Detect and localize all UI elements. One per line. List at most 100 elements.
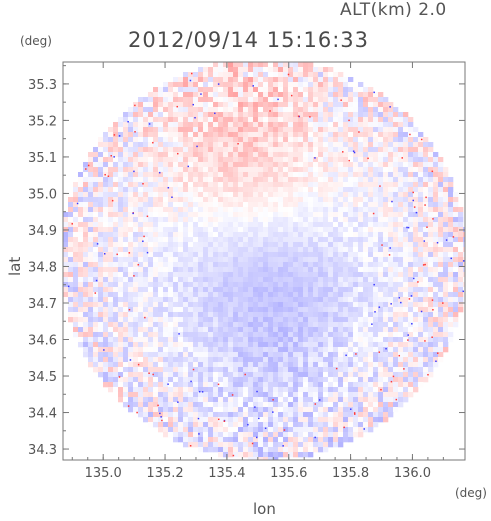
heat-cell: [153, 137, 159, 143]
heat-cell: [158, 262, 164, 268]
heat-cell: [83, 297, 89, 303]
heat-cell: [163, 337, 169, 343]
heat-cell: [323, 82, 329, 88]
heat-cell: [348, 247, 354, 253]
heat-cell: [378, 237, 384, 243]
heat-cell: [183, 327, 189, 333]
heat-cell: [123, 212, 129, 218]
heat-cell: [248, 97, 254, 103]
heat-cell: [148, 182, 154, 188]
heat-cell: [213, 307, 219, 313]
heat-cell: [138, 157, 144, 163]
heat-cell: [268, 362, 274, 368]
heat-cell: [108, 272, 114, 278]
heat-cell: [393, 382, 399, 388]
heat-cell: [263, 407, 269, 413]
heat-cell: [203, 362, 209, 368]
heat-cell: [188, 367, 194, 373]
heat-cell: [298, 87, 304, 93]
heat-cell: [373, 147, 379, 153]
heat-cell: [373, 292, 379, 298]
heat-cell: [173, 362, 179, 368]
heat-cell: [193, 387, 199, 393]
heat-cell: [453, 217, 459, 223]
heat-cell: [108, 182, 114, 188]
heat-cell: [328, 172, 334, 178]
heat-cell: [243, 87, 249, 93]
heat-cell: [223, 62, 229, 68]
heat-cell: [233, 317, 239, 323]
heat-cell: [358, 272, 364, 278]
heat-cell: [123, 342, 129, 348]
heat-cell: [258, 367, 264, 373]
heat-cell: [418, 287, 424, 293]
heat-cell: [188, 182, 194, 188]
heat-cell: [313, 407, 319, 413]
heat-cell: [253, 247, 259, 253]
heat-cell: [338, 302, 344, 308]
heat-cell: [298, 77, 304, 83]
heat-cell: [463, 232, 465, 238]
heat-cell: [158, 242, 164, 248]
heat-cell: [388, 362, 394, 368]
heat-cell: [453, 282, 459, 288]
heat-cell: [113, 322, 119, 328]
heat-cell: [303, 82, 309, 88]
heat-cell: [373, 132, 379, 138]
heat-cell: [358, 407, 364, 413]
heat-cell: [293, 282, 299, 288]
heat-cell: [198, 357, 204, 363]
heat-cell: [353, 197, 359, 203]
heat-cell: [383, 347, 389, 353]
heat-cell: [343, 177, 349, 183]
heat-cell: [373, 262, 379, 268]
heat-cell: [338, 82, 344, 88]
heat-cell: [293, 317, 299, 323]
heat-cell: [413, 182, 419, 188]
heat-cell: [98, 267, 104, 273]
heat-cell: [423, 287, 429, 293]
heat-cell: [448, 197, 454, 203]
heat-cell: [123, 132, 129, 138]
heat-cell: [208, 377, 214, 383]
heat-cell: [463, 277, 465, 283]
heat-cell: [233, 252, 239, 258]
heat-cell: [263, 252, 269, 258]
heat-cell: [253, 157, 259, 163]
heat-cell: [128, 302, 134, 308]
heat-cell: [268, 297, 274, 303]
heat-cell: [283, 307, 289, 313]
heat-cell: [328, 152, 334, 158]
heat-cell: [198, 87, 204, 93]
heat-cell: [178, 142, 184, 148]
heat-cell: [293, 77, 299, 83]
heat-cell: [343, 287, 349, 293]
heat-cell: [438, 197, 444, 203]
heat-cell: [143, 287, 149, 293]
heat-cell: [133, 127, 139, 133]
heat-cell: [238, 262, 244, 268]
heat-cell: [228, 212, 234, 218]
heat-cell: [253, 242, 259, 248]
heat-cell: [213, 157, 219, 163]
heat-cell: [163, 312, 169, 318]
heat-cell: [163, 292, 169, 298]
heat-cell: [163, 252, 169, 258]
heat-cell: [303, 362, 309, 368]
heat-cell: [253, 142, 259, 148]
heat-cell: [88, 232, 94, 238]
heat-cell: [173, 347, 179, 353]
heat-cell: [218, 317, 224, 323]
heat-cell: [383, 327, 389, 333]
heat-cell: [203, 172, 209, 178]
heat-cell: [98, 157, 104, 163]
heat-cell: [198, 182, 204, 188]
heat-cell: [413, 197, 419, 203]
heat-cell: [298, 197, 304, 203]
heat-cell: [258, 237, 264, 243]
heat-cell: [118, 197, 124, 203]
heat-cell: [163, 382, 169, 388]
heat-cell: [348, 227, 354, 233]
heat-cell: [368, 287, 374, 293]
heat-cell: [213, 332, 219, 338]
